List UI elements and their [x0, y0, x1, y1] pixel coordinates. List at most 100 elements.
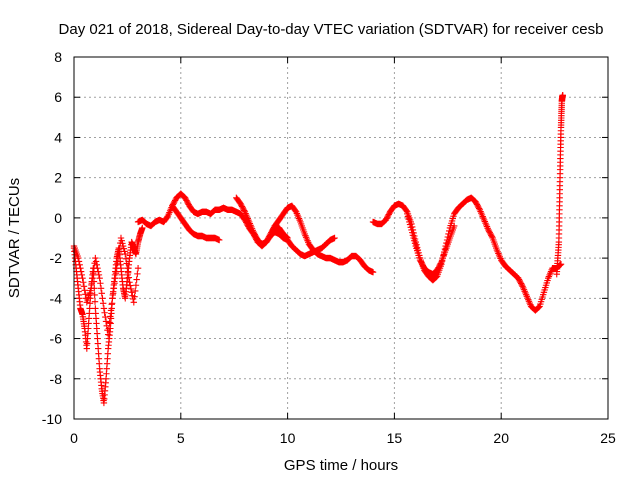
data-point [131, 293, 138, 300]
data-point [111, 280, 118, 287]
data-point [77, 268, 85, 275]
data-point [89, 275, 96, 282]
data-point [91, 291, 98, 299]
data-point [75, 258, 83, 265]
y-tick-label: -10 [42, 411, 62, 427]
y-tick-label: -6 [50, 331, 63, 347]
data-point [113, 264, 120, 272]
data-point [518, 281, 526, 289]
data-point [432, 274, 439, 281]
x-tick-label: 15 [387, 430, 403, 446]
data-point [475, 205, 483, 212]
data-point [488, 233, 496, 240]
data-point [96, 275, 103, 282]
data-point [109, 295, 116, 302]
data-point [403, 207, 410, 215]
y-tick-label: 4 [54, 129, 62, 145]
data-point [112, 269, 120, 277]
y-tick-label: 0 [54, 210, 62, 226]
data-point [116, 244, 123, 252]
data-point [110, 285, 118, 292]
data-point [124, 264, 131, 272]
data-point [97, 285, 105, 292]
x-tick-label: 10 [280, 430, 296, 446]
data-point [130, 299, 138, 306]
data-point [92, 258, 100, 265]
data-point [99, 295, 106, 302]
data-point [88, 280, 95, 287]
data-point [92, 254, 99, 262]
x-tick-label: 5 [177, 430, 185, 446]
data-point [80, 279, 87, 286]
data-point [112, 275, 119, 282]
x-tick-label: 0 [70, 430, 78, 446]
data-point [79, 275, 86, 282]
data-point [132, 282, 140, 289]
plot-frame [73, 56, 609, 420]
data-point [80, 283, 88, 290]
x-tick-labels: 0 5 10 15 20 25 [70, 430, 616, 446]
data-point [134, 270, 141, 278]
y-axis-label: SDTVAR / TECUs [6, 178, 23, 298]
data-marks [70, 92, 566, 407]
data-point [98, 290, 105, 297]
data-point [95, 268, 102, 275]
data-point [102, 313, 109, 321]
x-tick-label: 20 [493, 430, 509, 446]
data-point [127, 285, 135, 293]
data-point [100, 305, 108, 312]
y-tick-label: -8 [50, 371, 63, 387]
data-point [557, 260, 565, 268]
data-point [109, 290, 117, 297]
data-point [331, 234, 338, 242]
ticks [73, 56, 609, 420]
data-point [101, 309, 108, 316]
data-point [90, 269, 97, 277]
data-point [115, 249, 123, 257]
data-point [126, 279, 133, 286]
data-point [128, 289, 135, 296]
data-point [451, 222, 458, 230]
data-point [102, 318, 110, 325]
grid [74, 57, 608, 419]
data-point [95, 271, 103, 279]
data-point [124, 269, 132, 277]
data-point [122, 250, 129, 258]
data-point [104, 331, 112, 338]
data-point [78, 271, 86, 279]
y-tick-labels: -10 -8 -6 -4 -2 0 2 4 6 8 [42, 49, 62, 427]
data-point [369, 268, 377, 276]
data-point [107, 307, 115, 314]
y-tick-label: -4 [50, 290, 63, 306]
data-point [87, 285, 95, 292]
y-tick-label: -2 [50, 250, 63, 266]
data-point [76, 261, 83, 269]
chart-title: Day 021 of 2018, Sidereal Day-to-day VTE… [59, 21, 604, 38]
data-point [108, 301, 115, 308]
data-point [105, 325, 113, 332]
data-point [122, 255, 130, 262]
x-tick-label: 25 [600, 430, 616, 446]
data-point [134, 264, 142, 272]
data-point [132, 287, 139, 295]
y-tick-label: 8 [54, 49, 62, 65]
y-tick-label: 2 [54, 170, 62, 186]
data-point [437, 260, 444, 267]
data-point [106, 319, 113, 326]
data-point [557, 261, 564, 269]
data-point [125, 274, 133, 281]
data-point [240, 207, 248, 214]
data-point [123, 260, 130, 267]
data-point [99, 300, 107, 307]
data-point [107, 313, 114, 320]
data-point [93, 261, 100, 269]
data-point [216, 236, 223, 244]
data-point [82, 291, 89, 298]
data-point [77, 264, 84, 272]
data-point [127, 282, 134, 289]
data-point [139, 224, 146, 232]
data-point [535, 304, 542, 311]
data-point [114, 259, 121, 267]
data-point [94, 264, 101, 272]
